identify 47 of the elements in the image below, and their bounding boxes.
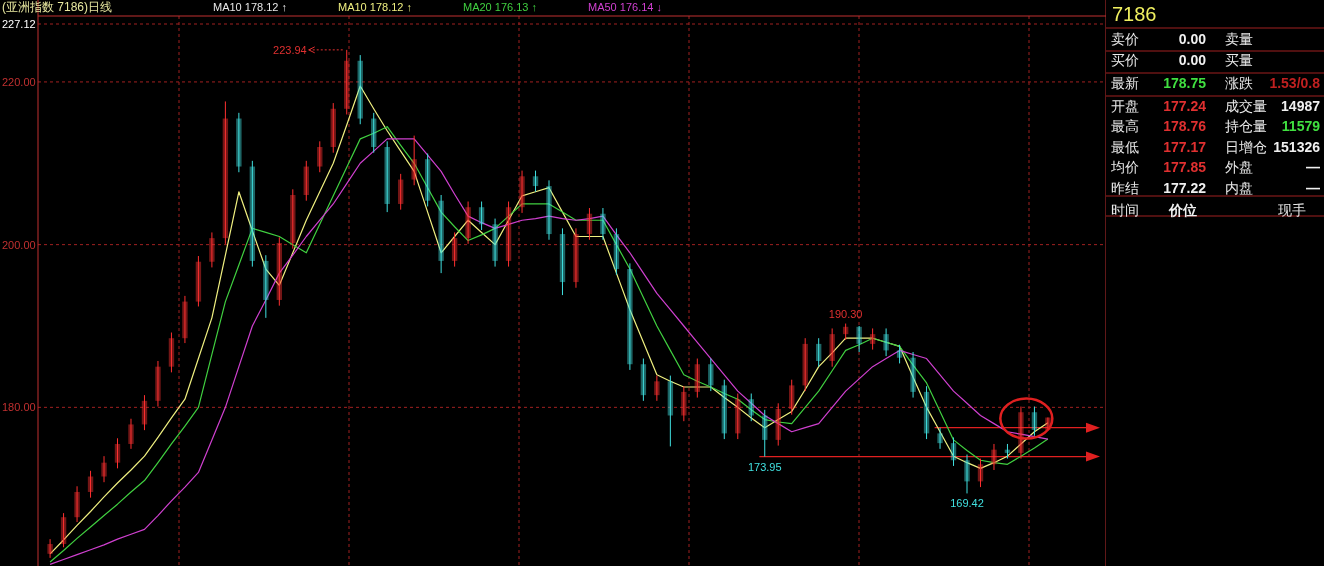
text: 价位 xyxy=(1168,202,1197,218)
text: 卖价 xyxy=(1111,31,1139,47)
text: 外盘 xyxy=(1225,159,1253,175)
annotation: 173.95 xyxy=(747,460,782,473)
text: 14987 xyxy=(1281,97,1321,114)
text: 成交量 xyxy=(1225,97,1267,114)
text: 7186 xyxy=(1112,3,1157,25)
text: 最高 xyxy=(1111,118,1139,134)
text: 11579 xyxy=(1281,118,1321,134)
text: 涨跌 xyxy=(1225,75,1253,91)
text: 最低 xyxy=(1111,138,1139,155)
text: 买价 xyxy=(1111,51,1139,68)
annotation: 190.30 xyxy=(828,307,863,320)
text: 持仓量 xyxy=(1225,118,1267,134)
text: 卖量 xyxy=(1225,31,1253,47)
y-tick-label: 227.12 xyxy=(2,18,36,30)
text: 0.00 xyxy=(1178,51,1207,68)
annotation: 169.42 xyxy=(950,497,984,510)
text: — xyxy=(1306,179,1320,196)
annotation: 223.94 xyxy=(273,43,307,56)
text: 177.22 xyxy=(1163,179,1207,196)
y-tick-label: 180.00 xyxy=(2,401,36,414)
text: 均价 xyxy=(1110,159,1139,175)
text: 177.85 xyxy=(1163,159,1207,175)
text: 177.17 xyxy=(1163,138,1207,155)
text: 151326 xyxy=(1273,138,1321,155)
text: — xyxy=(1306,159,1320,175)
text: 时间 xyxy=(1111,202,1139,218)
text: MA10 178.12 ↑ xyxy=(338,1,412,13)
text: 最新 xyxy=(1111,75,1139,91)
text: MA10 178.12 ↑ xyxy=(213,1,287,13)
text: 178.76 xyxy=(1163,118,1207,134)
text: 昨结 xyxy=(1111,179,1139,196)
text: 178.75 xyxy=(1163,75,1207,91)
text: 177.24 xyxy=(1163,97,1207,114)
y-tick-label: 200.00 xyxy=(2,238,36,251)
y-tick-label: 220.00 xyxy=(2,75,36,88)
text: 内盘 xyxy=(1225,179,1253,196)
text: MA20 176.13 ↑ xyxy=(463,1,537,13)
text: 买量 xyxy=(1225,51,1253,68)
chart-title: (亚洲指数 7186)日线 xyxy=(2,0,113,14)
text: 日增仓 xyxy=(1225,138,1267,155)
text: 1.53/0.8 xyxy=(1269,75,1321,91)
text: 0.00 xyxy=(1178,31,1207,47)
text: MA50 176.14 ↓ xyxy=(588,1,662,13)
text: 开盘 xyxy=(1111,97,1139,114)
text: 现手 xyxy=(1278,202,1306,218)
